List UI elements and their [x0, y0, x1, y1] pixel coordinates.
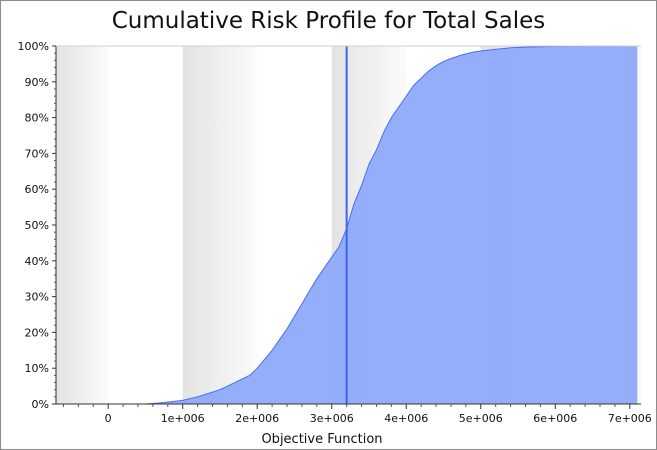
- x-tick-label: 7e+006: [608, 412, 652, 425]
- chart-title: Cumulative Risk Profile for Total Sales: [111, 8, 546, 34]
- y-tick-label: 80%: [25, 112, 49, 125]
- x-tick-label: 6e+006: [533, 412, 577, 425]
- cumulative-line: [145, 45, 638, 405]
- background-band: [182, 46, 258, 404]
- y-tick-label: 30%: [25, 291, 49, 304]
- x-tick-label: 0: [105, 412, 112, 425]
- y-tick-label: 90%: [25, 76, 49, 89]
- x-tick-label: 3e+006: [310, 412, 354, 425]
- y-tick-label: 20%: [25, 326, 49, 339]
- x-tick-label: 2e+006: [235, 412, 279, 425]
- cumulative-area: [145, 46, 638, 404]
- y-tick-label: 0%: [32, 398, 49, 411]
- x-tick-label: 5e+006: [459, 412, 503, 425]
- y-tick-label: 70%: [25, 147, 49, 160]
- background-band: [56, 46, 109, 404]
- y-tick-label: 60%: [25, 183, 49, 196]
- x-axis-title: Objective Function: [261, 432, 382, 447]
- y-tick-label: 40%: [25, 255, 49, 268]
- x-tick-label: 4e+006: [384, 412, 428, 425]
- y-tick-label: 50%: [25, 219, 49, 232]
- x-tick-label: 1e+006: [161, 412, 205, 425]
- y-tick-label: 10%: [25, 362, 49, 375]
- y-tick-label: 100%: [18, 40, 49, 53]
